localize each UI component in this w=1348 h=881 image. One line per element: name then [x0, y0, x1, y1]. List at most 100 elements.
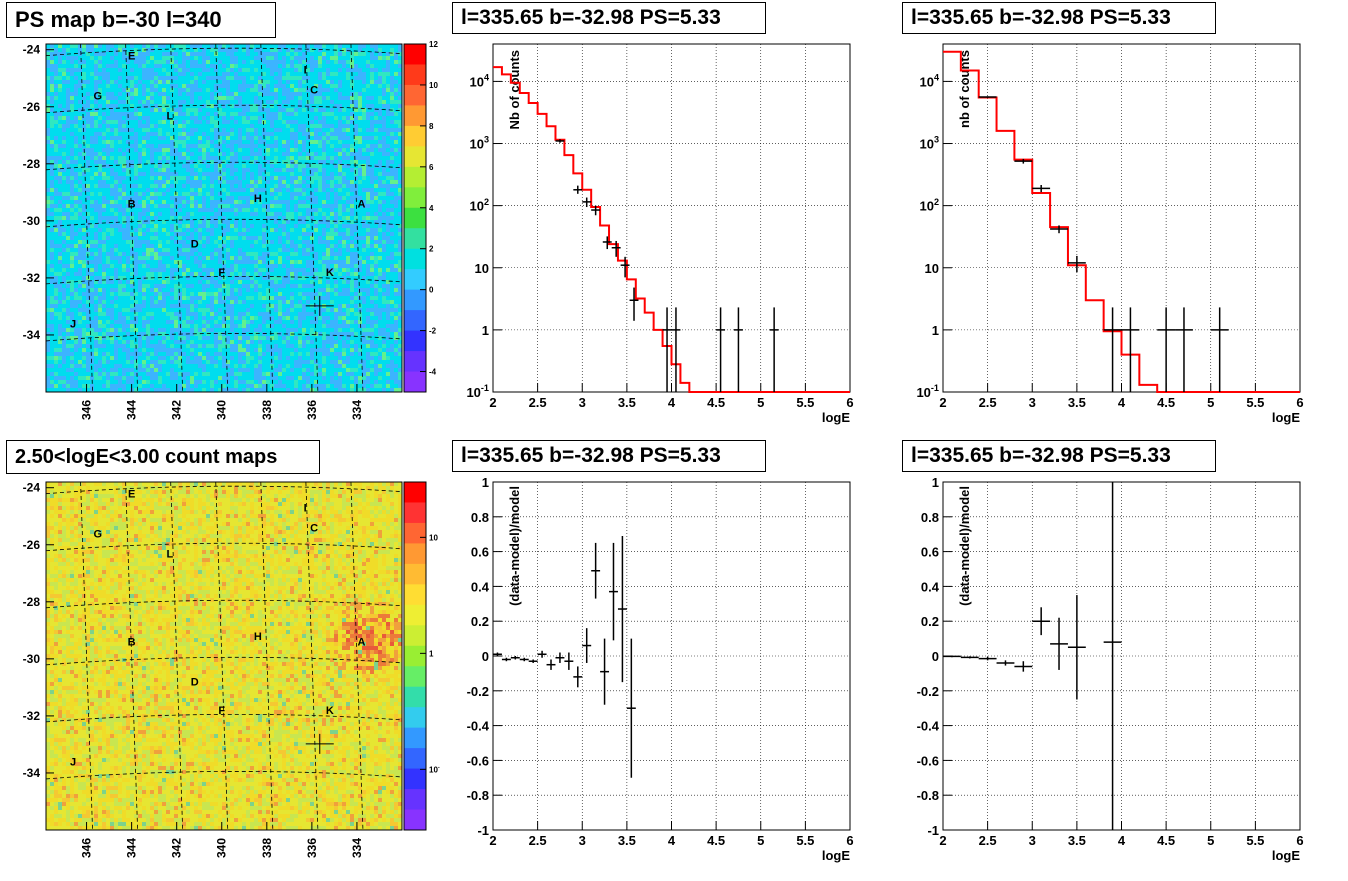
y-tick-label: -1: [477, 823, 489, 838]
y-axis-label: (data-model)/model: [957, 486, 972, 606]
colorbar-swatch: [404, 605, 426, 626]
colorbar-swatch: [404, 789, 426, 810]
y-tick-label: 10: [925, 261, 939, 276]
colorbar-swatch: [404, 85, 426, 106]
y-tick-label: -24: [23, 43, 41, 57]
y-tick-label: 102: [919, 197, 939, 214]
y-tick-label: -32: [23, 271, 41, 285]
source-label: C: [310, 85, 318, 97]
y-tick-label: -28: [23, 595, 41, 609]
count-map-title: 2.50<logE<3.00 count maps: [6, 440, 320, 474]
residual-point: [547, 659, 556, 669]
residual-point: [493, 653, 502, 656]
y-tick-label: -0.6: [917, 753, 939, 768]
data-point: [734, 307, 743, 392]
y-tick-label: 104: [919, 73, 939, 90]
x-tick-label: 334: [350, 400, 364, 420]
source-label: K: [326, 267, 334, 279]
residual-point: [591, 543, 600, 599]
colorbar-tick-label: 1: [429, 649, 434, 658]
y-tick-label: -0.4: [917, 719, 940, 734]
source-label: B: [128, 199, 136, 211]
x-tick-label: 4.5: [1157, 833, 1175, 848]
colorbar-swatch: [404, 625, 426, 646]
colorbar-swatch: [404, 310, 426, 331]
colorbar-tick-label: 10: [429, 533, 438, 542]
residual-point: [1032, 607, 1050, 635]
y-tick-label: 0.4: [921, 579, 940, 594]
data-point: [1032, 185, 1050, 192]
residual-point: [1068, 595, 1086, 699]
colorbar-swatch: [404, 146, 426, 167]
y-tick-label: 0.8: [471, 510, 489, 525]
y-tick-label: -32: [23, 709, 41, 723]
y-tick-label: 10-1: [916, 383, 939, 400]
x-tick-label: 5: [757, 833, 764, 848]
x-tick-label: 5.5: [1246, 395, 1264, 410]
colorbar-swatch: [404, 126, 426, 147]
x-tick-label: 2.5: [529, 395, 547, 410]
x-tick-label: 5.5: [796, 833, 814, 848]
x-tick-label: 346: [80, 400, 94, 420]
x-tick-label: 336: [305, 400, 319, 420]
x-tick-label: 6: [846, 833, 853, 848]
data-point: [1157, 307, 1175, 392]
residual-point: [600, 639, 609, 705]
colorbar-swatch: [404, 769, 426, 790]
y-tick-label: -28: [23, 157, 41, 171]
source-label: G: [94, 528, 103, 540]
x-tick-label: 344: [125, 400, 139, 420]
source-label: K: [326, 705, 334, 717]
colorbar-swatch: [404, 64, 426, 85]
y-tick-label: 1: [932, 475, 939, 490]
colorbar-tick-label: 2: [429, 245, 434, 254]
grid: [493, 44, 850, 392]
y-tick-label: 0: [482, 649, 489, 664]
y-tick-label: -34: [23, 328, 41, 342]
y-axis-label: nb of counts: [957, 50, 972, 128]
data-point: [1122, 307, 1140, 392]
colorbar-swatch: [404, 228, 426, 249]
residual-point: [573, 666, 582, 687]
colorbar-swatch: [404, 44, 426, 65]
colorbar-tick-label: 12: [429, 40, 438, 49]
x-tick-label: 2: [939, 395, 946, 410]
x-tick-label: 3: [579, 833, 586, 848]
y-tick-label: -0.2: [917, 684, 939, 699]
source-label: J: [70, 757, 76, 769]
source-label: D: [191, 677, 199, 689]
y-tick-label: 0.8: [921, 510, 939, 525]
x-tick-label: 336: [305, 838, 319, 858]
colorbar-swatch: [404, 523, 426, 544]
residual-point: [979, 657, 997, 660]
x-tick-label: 3: [1029, 833, 1036, 848]
colorbar-swatch: [404, 372, 426, 393]
source-label: L: [167, 110, 174, 122]
residual-left-title: l=335.65 b=-32.98 PS=5.33: [452, 440, 766, 472]
x-tick-label: 3.5: [1068, 833, 1086, 848]
x-tick-label: 4: [1118, 833, 1126, 848]
y-tick-label: 0.6: [921, 545, 939, 560]
colorbar-swatch: [404, 543, 426, 564]
y-tick-label: -1: [927, 823, 939, 838]
colorbar-swatch: [404, 482, 426, 503]
x-tick-label: 338: [260, 838, 274, 858]
x-tick-label: 5: [757, 395, 764, 410]
x-tick-label: 342: [170, 400, 184, 420]
x-tick-label: 4.5: [707, 395, 725, 410]
colorbar-tick-label: 10-1: [429, 765, 440, 775]
residual-point: [555, 653, 564, 663]
colorbar-swatch: [404, 748, 426, 769]
source-label: G: [94, 90, 103, 102]
x-tick-label: 2: [489, 395, 496, 410]
data-point: [1175, 307, 1193, 392]
x-tick-label: 6: [1296, 833, 1303, 848]
y-tick-label: 1: [932, 323, 939, 338]
y-tick-label: -0.4: [467, 719, 490, 734]
